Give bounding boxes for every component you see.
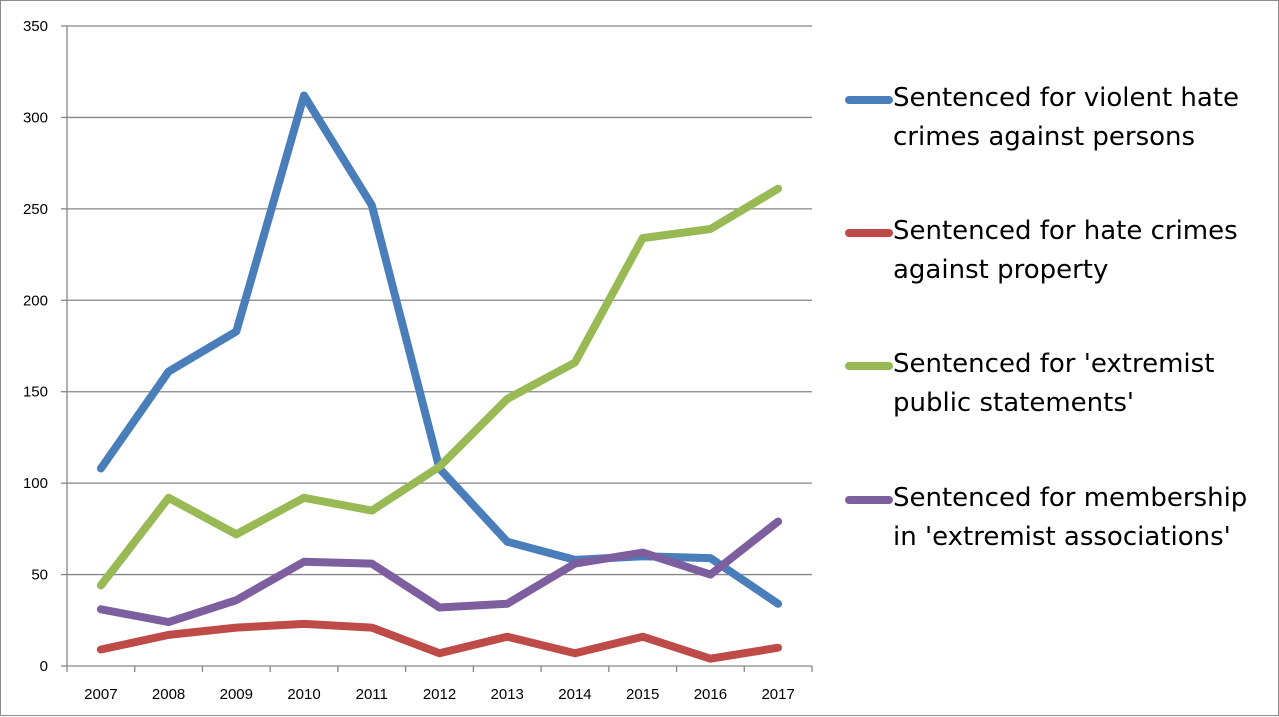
y-tick-label: 100 xyxy=(23,475,48,492)
series-line xyxy=(96,91,783,608)
x-tick-label: 2008 xyxy=(152,686,185,703)
tick-labels: 0 50 100 150 200 250 300 350 2007 2008 2009 2010 201… xyxy=(23,18,795,703)
series-line xyxy=(96,517,783,627)
legend-swatch xyxy=(845,96,893,104)
x-tick-label: 2012 xyxy=(423,686,456,703)
series-line xyxy=(96,184,783,590)
x-tick-label: 2007 xyxy=(84,686,117,703)
y-tick-label: 300 xyxy=(23,109,48,126)
legend-label: Sentenced for hate crimes against proper… xyxy=(893,216,1238,285)
x-tick-label: 2013 xyxy=(491,686,524,703)
y-tick-label: 150 xyxy=(23,384,48,401)
x-tick-label: 2016 xyxy=(694,686,727,703)
legend-label: Sentenced for 'extremist public statemen… xyxy=(893,349,1215,418)
y-tick-label: 250 xyxy=(23,201,48,218)
y-tick-label: 50 xyxy=(31,567,48,584)
x-tick-label: 2015 xyxy=(626,686,659,703)
x-tick-label: 2010 xyxy=(287,686,320,703)
x-tick-label: 2011 xyxy=(356,686,388,703)
legend-swatch xyxy=(845,496,893,504)
y-tick-label: 0 xyxy=(40,658,48,675)
series-line xyxy=(96,619,783,663)
legend-swatch xyxy=(845,229,893,237)
legend-label: Sentenced for violent hate crimes agains… xyxy=(893,83,1239,152)
gridlines xyxy=(61,25,812,667)
x-tick-label: 2014 xyxy=(558,686,591,703)
y-tick-label: 350 xyxy=(23,18,48,35)
y-tick-label: 200 xyxy=(23,292,48,309)
x-tick-label: 2017 xyxy=(761,686,794,703)
axes xyxy=(66,26,813,672)
series-lines xyxy=(96,91,783,663)
legend-label: Sentenced for membership in 'extremist a… xyxy=(893,483,1248,552)
legend-swatch xyxy=(845,362,893,370)
x-tick-label: 2009 xyxy=(220,686,253,703)
